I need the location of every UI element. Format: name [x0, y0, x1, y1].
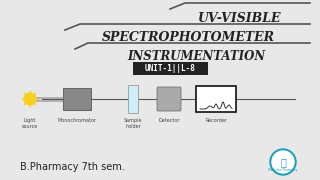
Text: INSTRUMENTATION: INSTRUMENTATION [127, 50, 265, 63]
Text: Monochromator: Monochromator [57, 118, 97, 123]
Bar [133, 62, 208, 75]
Text: Medicine Pharmacy: Medicine Pharmacy [268, 168, 298, 172]
Bar [63, 88, 91, 110]
Text: B.Pharmacy 7th sem.: B.Pharmacy 7th sem. [20, 162, 125, 172]
Text: SPECTROPHOTOMETER: SPECTROPHOTOMETER [101, 31, 275, 44]
Circle shape [270, 149, 296, 175]
Text: 👤: 👤 [280, 157, 286, 167]
Bar [128, 85, 138, 113]
FancyBboxPatch shape [157, 87, 181, 111]
Text: Light
source: Light source [22, 118, 38, 129]
Bar [196, 86, 236, 112]
Circle shape [24, 93, 36, 105]
Text: UV-VISIBLE: UV-VISIBLE [198, 12, 282, 25]
Circle shape [272, 151, 294, 173]
Text: Detector: Detector [158, 118, 180, 123]
Text: Recorder: Recorder [205, 118, 227, 123]
Text: UNIT-1||L-8: UNIT-1||L-8 [145, 64, 196, 73]
Text: Sample
holder: Sample holder [124, 118, 142, 129]
